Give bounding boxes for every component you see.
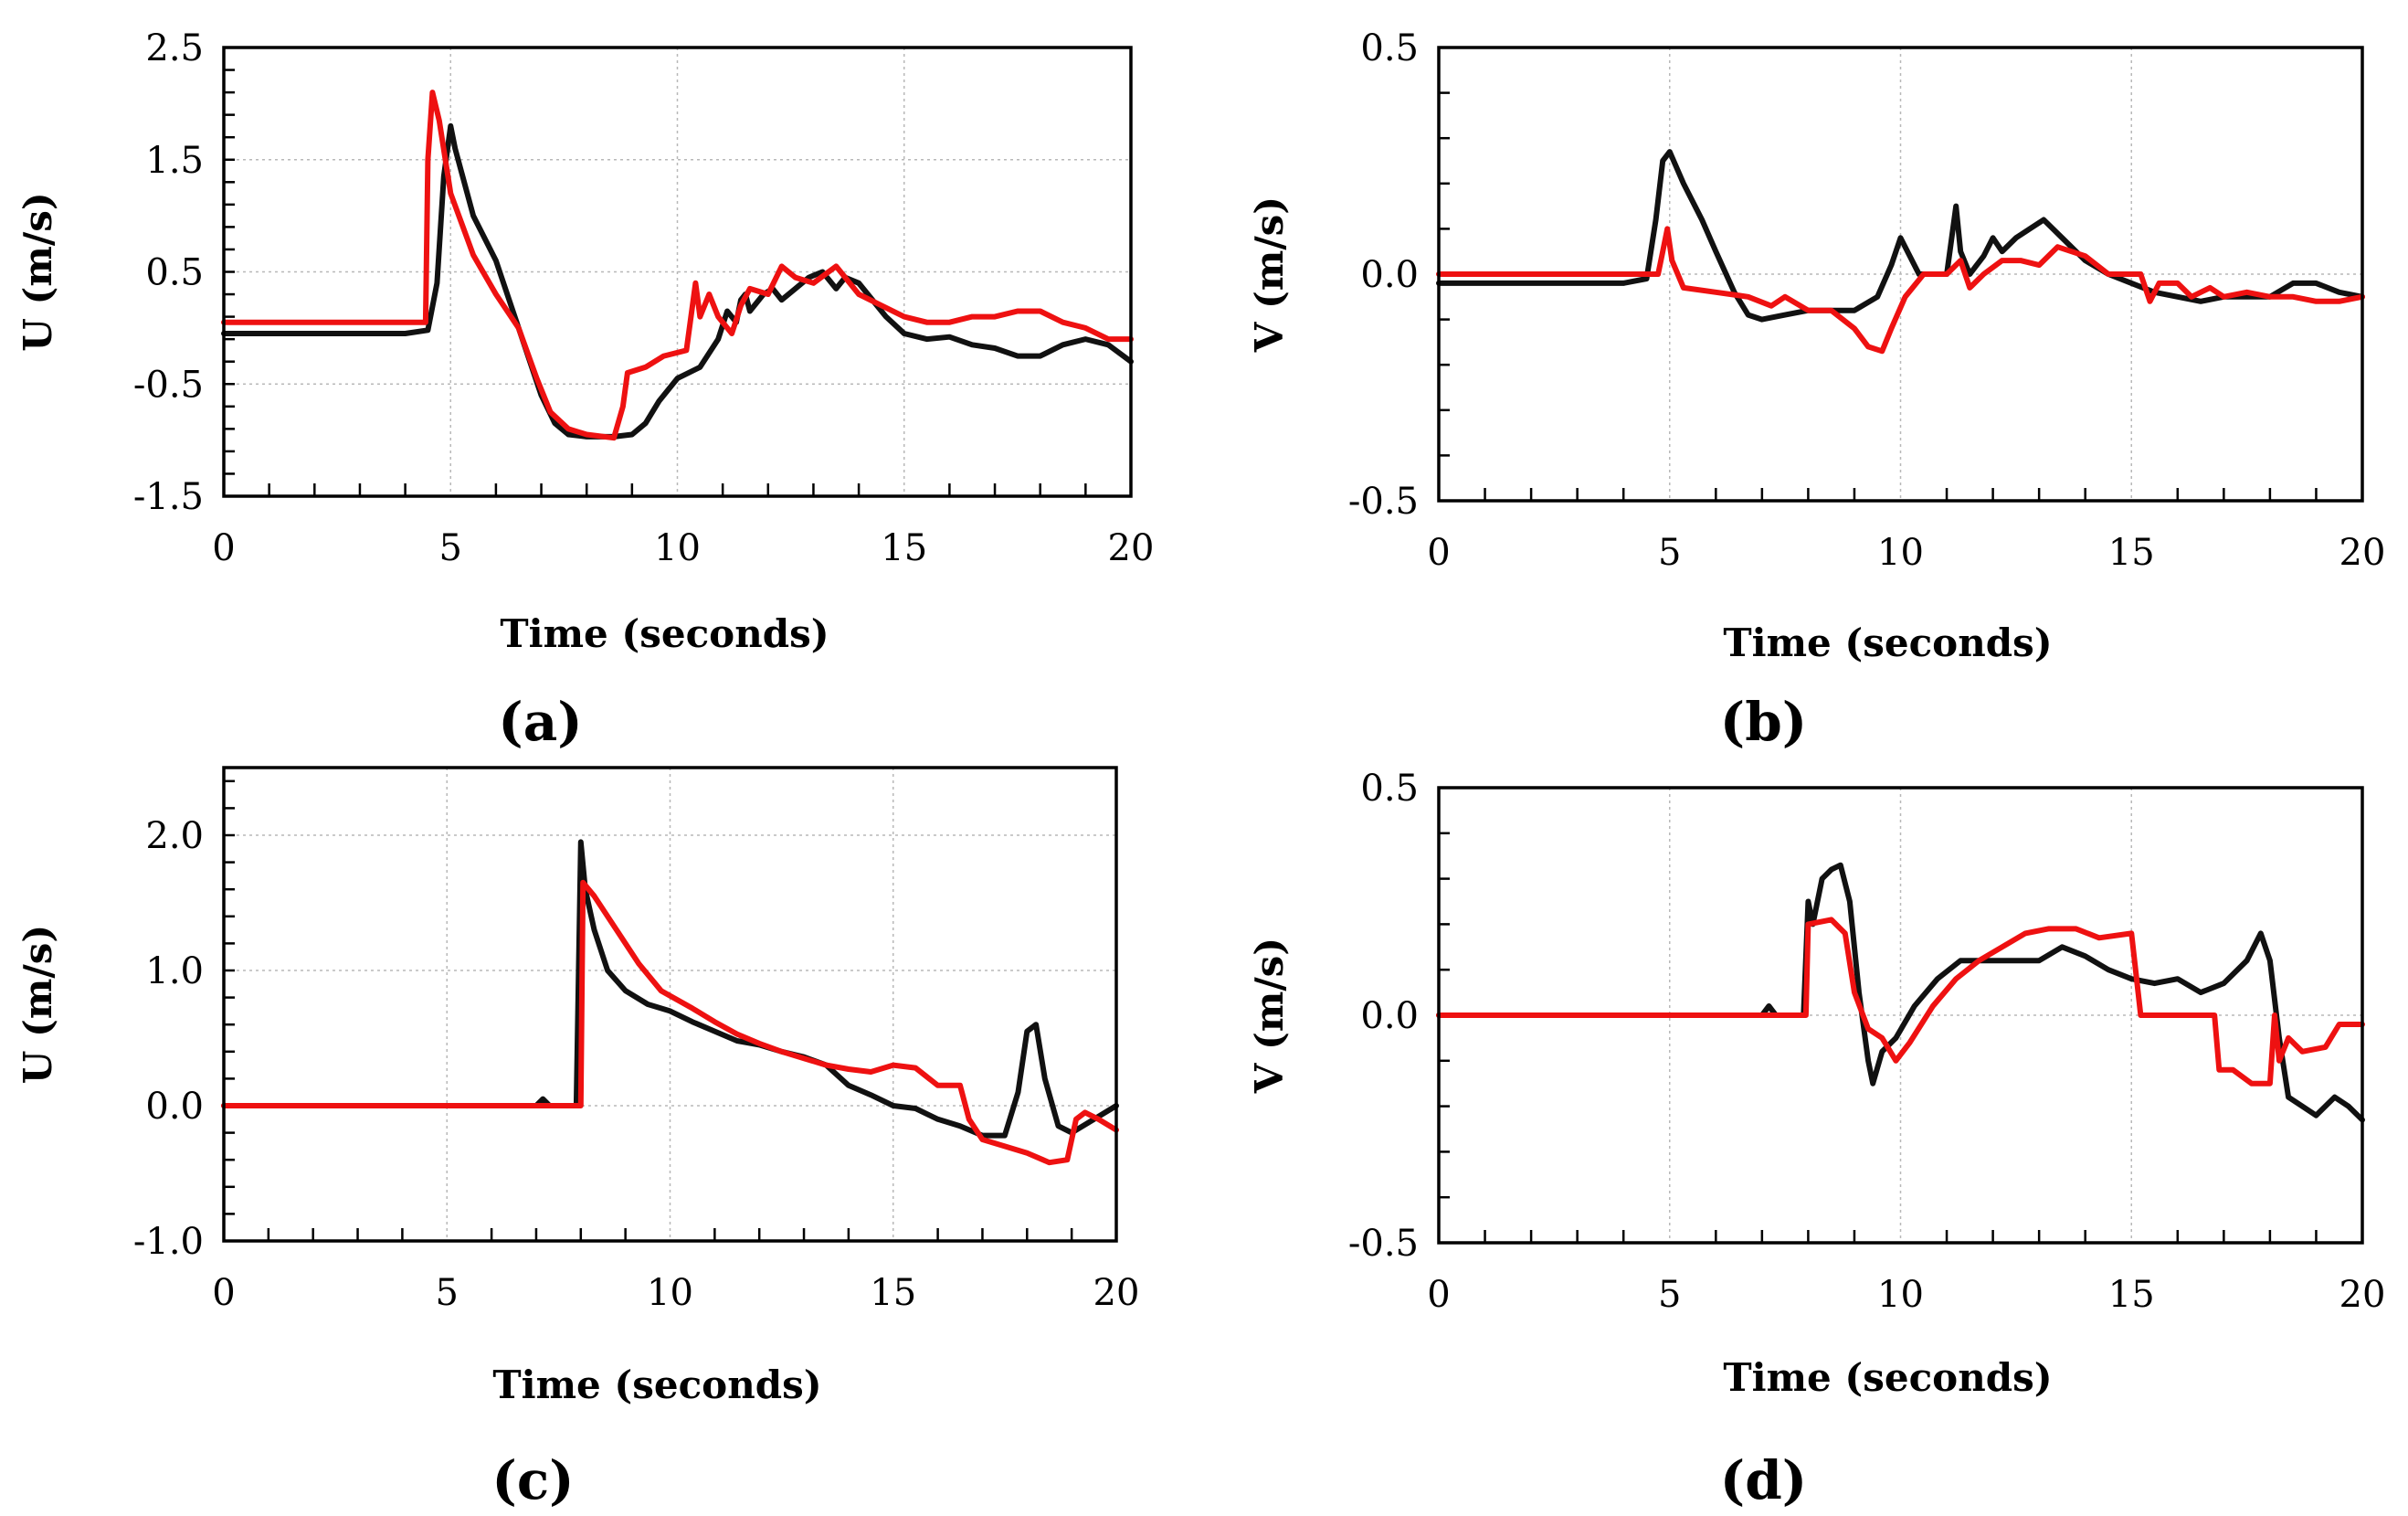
x-tick-label: 0 xyxy=(1427,532,1450,574)
series-line-red xyxy=(221,90,1134,441)
x-tick-label: 15 xyxy=(870,1272,916,1314)
series-line-red xyxy=(1436,226,2365,355)
y-tick-label: 0.5 xyxy=(145,252,204,294)
x-tick-label: 0 xyxy=(1427,1274,1450,1316)
y-axis-label: U (m/s) xyxy=(16,192,60,351)
chart-panel-1: 0 5 10 15 20 -1.5 -0.5 0.5 1.5 2.5 Time (seconds) U… xyxy=(16,27,1154,753)
x-tick-label: 0 xyxy=(212,1272,235,1314)
series-line-black xyxy=(1436,862,2365,1123)
panel-label: (d) xyxy=(1720,1449,1807,1511)
x-axis-label: Time (seconds) xyxy=(1723,1355,2052,1400)
y-axis-label: V (m/s) xyxy=(1247,938,1292,1094)
x-tick-label: 15 xyxy=(2108,1274,2155,1316)
y-axis-label: V (m/s) xyxy=(1247,196,1292,353)
plot-frame xyxy=(222,766,1118,1243)
plot-frame xyxy=(222,46,1133,498)
x-axis-label: Time (seconds) xyxy=(492,1362,821,1407)
chart-panel-3: 0 5 10 15 20 -1.0 0.0 1.0 2.0 Time (seconds) U (m/… xyxy=(16,766,1140,1511)
y-tick-label: 2.0 xyxy=(145,815,204,857)
y-tick-label: -1.0 xyxy=(133,1221,204,1263)
x-tick-label: 5 xyxy=(1658,1274,1681,1316)
x-tick-label: 20 xyxy=(2339,532,2386,574)
x-tick-label: 20 xyxy=(1108,527,1155,569)
y-tick-label: 0.0 xyxy=(1360,254,1419,296)
x-tick-label: 15 xyxy=(2108,532,2155,574)
x-tick-label: 10 xyxy=(1877,532,1924,574)
x-tick-label: 20 xyxy=(2339,1274,2386,1316)
x-tick-label: 20 xyxy=(1093,1272,1140,1314)
x-axis-label: Time (seconds) xyxy=(500,611,829,656)
y-tick-label: 0.5 xyxy=(1360,27,1419,69)
y-axis-label: U (m/s) xyxy=(16,925,60,1084)
y-tick-label: 2.5 xyxy=(145,27,204,69)
plot-frame xyxy=(1437,786,2364,1245)
panel-label: (b) xyxy=(1720,691,1807,753)
series-line-black xyxy=(1436,149,2365,323)
y-tick-label: -0.5 xyxy=(1348,481,1419,523)
series-line-black xyxy=(221,839,1119,1139)
plot-frame xyxy=(1437,46,2364,503)
y-tick-label: 0.0 xyxy=(1360,995,1419,1037)
x-tick-label: 5 xyxy=(439,527,462,569)
y-tick-label: -1.5 xyxy=(133,476,204,518)
y-tick-label: -0.5 xyxy=(133,364,204,406)
x-tick-label: 10 xyxy=(654,527,701,569)
y-tick-label: 0.5 xyxy=(1360,768,1419,810)
panel-label: (c) xyxy=(491,1449,574,1511)
y-tick-label: 0.0 xyxy=(145,1086,204,1128)
x-tick-label: 0 xyxy=(212,527,235,569)
x-tick-label: 15 xyxy=(881,527,927,569)
x-tick-label: 10 xyxy=(1877,1274,1924,1316)
x-tick-label: 5 xyxy=(436,1272,459,1314)
series-line-red xyxy=(1436,917,2365,1087)
chart-panel-2: 0 5 10 15 20 -0.5 0.0 0.5 Time (seconds) V (m/s) (… xyxy=(1247,27,2385,753)
x-tick-label: 5 xyxy=(1658,532,1681,574)
y-tick-label: -0.5 xyxy=(1348,1223,1419,1265)
x-axis-label: Time (seconds) xyxy=(1723,620,2052,665)
x-tick-label: 10 xyxy=(647,1272,693,1314)
chart-panel-4: 0 5 10 15 20 -0.5 0.0 0.5 Time (seconds) V (m/s) (… xyxy=(1247,768,2385,1511)
series-line-black xyxy=(221,122,1134,440)
series-line-red xyxy=(221,879,1119,1166)
panel-label: (a) xyxy=(498,691,582,753)
y-tick-label: 1.0 xyxy=(145,950,204,992)
y-tick-label: 1.5 xyxy=(145,140,204,182)
